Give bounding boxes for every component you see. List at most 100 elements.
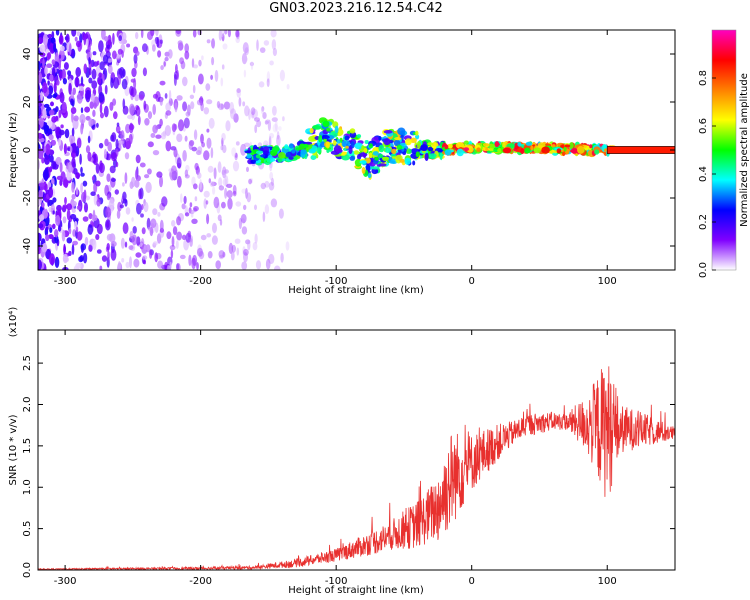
spectrogram-noise-blob <box>201 55 204 61</box>
spectrogram-ridge-blob <box>563 146 567 152</box>
snr-panel: -300 -200 -100 0 100 0.0 0.5 1.0 1.5 2.0 2.5 Heig… <box>8 307 676 596</box>
spectrogram-noise-blob <box>241 261 248 270</box>
spectrogram-noise-blob <box>270 30 277 38</box>
spectrogram-noise-blob <box>183 117 190 129</box>
spectrogram-noise-blob <box>76 205 82 210</box>
spectrogram-noise-blob <box>234 238 241 244</box>
spectrogram-ridge-blob <box>302 143 309 148</box>
spectrogram-noise-blob <box>117 261 121 270</box>
spectrogram-noise-blob <box>286 83 290 90</box>
spectrogram-noise-blob <box>133 77 137 90</box>
spectrogram-noise-blob <box>64 128 70 139</box>
spectrogram-noise-blob <box>76 31 81 37</box>
snr-frame <box>37 329 676 571</box>
spectrogram-noise-blob <box>100 112 104 119</box>
spectrogram-noise-blob <box>159 80 166 86</box>
spectrogram-noise-blob <box>176 157 182 169</box>
snr-y-tick-label: 2.0 <box>22 397 33 413</box>
spectrogram-ridge-blob <box>444 149 452 156</box>
spectrogram-noise-blob <box>219 219 223 226</box>
spectrogram-noise-blob <box>213 196 220 209</box>
spectrogram-noise-blob <box>206 213 210 225</box>
snr-x-axis-label: Height of straight line (km) <box>288 585 424 596</box>
spectrogram-noise-blob <box>88 244 93 252</box>
spectrogram-noise-blob <box>110 152 118 162</box>
spectrogram-noise-blob <box>69 145 73 153</box>
spectrogram-noise-blob <box>42 81 48 94</box>
spectrogram-noise-blob <box>152 44 156 52</box>
spectrogram-noise-blob <box>135 154 141 164</box>
spectrogram-noise-blob <box>268 253 275 265</box>
spectrogram-noise-blob <box>110 241 117 247</box>
spectrogram-ridge-blob <box>427 146 434 152</box>
spectrogram-noise-blob <box>45 143 51 156</box>
spectrogram-noise-blob <box>60 45 65 52</box>
spectrogram-noise-blob <box>181 203 186 210</box>
spectrogram-noise-blob <box>169 261 172 269</box>
spectrogram-marks <box>38 30 675 270</box>
spectrogram-noise-blob <box>44 155 50 165</box>
spectrogram-ridge-blob <box>476 147 481 152</box>
spectrogram-ridge-blob <box>284 144 289 150</box>
spectrogram-noise-blob <box>157 50 162 58</box>
spectrogram-noise-blob <box>68 43 72 56</box>
spectrogram-noise-blob <box>211 38 216 49</box>
spectrogram-noise-blob <box>254 124 258 134</box>
spectrogram-noise-blob <box>73 168 78 175</box>
spectrogram-noise-blob <box>135 31 139 40</box>
spectrogram-noise-blob <box>80 107 84 114</box>
spectrogram-ridge-blob <box>444 144 449 150</box>
spectrogram-noise-blob <box>117 48 123 55</box>
spectrogram-noise-blob <box>150 133 156 138</box>
spectrogram-noise-blob <box>166 231 172 240</box>
spectrogram-noise-blob <box>172 226 178 236</box>
spectrogram-noise-blob <box>171 236 175 247</box>
spectrogram-noise-blob <box>65 33 70 44</box>
spectrogram-noise-blob <box>71 181 75 193</box>
spectrogram-noise-blob <box>76 137 82 149</box>
spectrogram-noise-blob <box>122 98 126 109</box>
colorbar-gradient <box>712 30 736 270</box>
spectrogram-ridge-blob <box>594 149 600 155</box>
spectrogram-noise-blob <box>276 134 281 147</box>
spectrogram-noise-blob <box>82 216 89 222</box>
spectrogram-noise-blob <box>122 182 125 187</box>
spectrogram-noise-blob <box>246 192 252 203</box>
spectrogram-noise-blob <box>189 202 193 208</box>
spectrogram-noise-blob <box>269 60 274 66</box>
spectrogram-noise-blob <box>62 216 67 224</box>
spectrogram-noise-blob <box>136 203 142 215</box>
spectrogram-ridge-blob <box>455 142 465 149</box>
spectrogram-noise-blob <box>38 117 44 128</box>
spectrogram-noise-blob <box>240 218 246 225</box>
spectrogram-noise-blob <box>103 105 109 118</box>
spectrogram-noise-blob <box>150 218 157 228</box>
spectrogram-ridge-blob <box>525 141 533 146</box>
spectrogram-noise-blob <box>218 185 225 191</box>
spectrogram-noise-blob <box>91 68 97 80</box>
spectrogram-ridge-blob <box>485 147 489 151</box>
spectrogram-ridge-blob <box>350 141 355 149</box>
spectrogram-noise-blob <box>71 193 76 200</box>
spectrogram-noise-blob <box>221 201 226 209</box>
spectrogram-noise-blob <box>92 239 97 251</box>
spectrogram-ridge-blob <box>384 147 392 154</box>
spectrogram-noise-blob <box>236 247 240 256</box>
spectrogram-ridge-blob <box>266 157 271 163</box>
spectrogram-noise-blob <box>243 69 247 78</box>
spectrogram-noise-blob <box>221 132 226 141</box>
spectrogram-noise-blob <box>131 176 136 188</box>
spectrogram-noise-blob <box>47 33 53 39</box>
spectrogram-noise-blob <box>113 111 118 120</box>
spectrogram-noise-blob <box>85 91 91 103</box>
spectrogram-noise-blob <box>115 161 119 168</box>
spectrogram-noise-blob <box>250 61 254 71</box>
spectrogram-noise-blob <box>58 129 65 136</box>
spectrogram-ridge-blob <box>517 141 522 147</box>
snr-x-tick-label: -200 <box>189 576 212 587</box>
spectrogram-ridge-blob <box>341 152 346 156</box>
spectrogram-noise-blob <box>271 117 278 122</box>
spectrogram-noise-blob <box>62 78 67 85</box>
spectrogram-noise-blob <box>159 97 163 106</box>
spectrogram-noise-blob <box>128 133 133 145</box>
